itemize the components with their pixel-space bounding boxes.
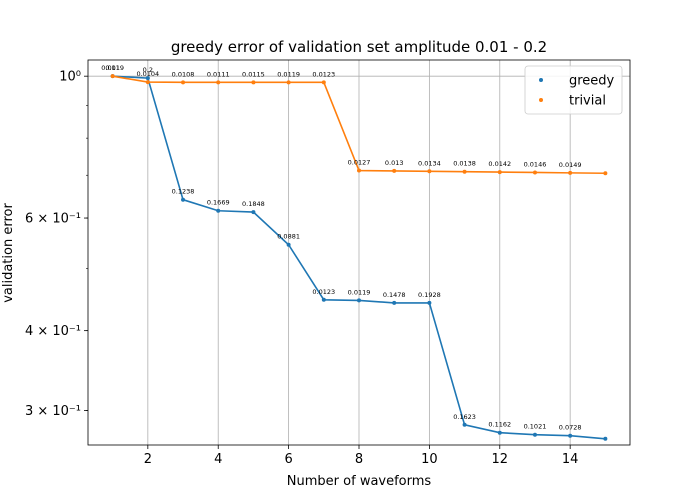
data-point-greedy: [216, 208, 221, 213]
data-label-greedy: 0.1162: [488, 421, 511, 429]
y-tick-label: 10⁰: [59, 70, 81, 85]
data-label-trivial: 0.0123: [312, 70, 335, 78]
x-tick-label: 2: [144, 452, 152, 467]
data-label-trivial: 0.0115: [242, 70, 265, 78]
x-tick-label: 14: [562, 452, 579, 467]
data-point-trivial: [110, 74, 115, 79]
data-label-trivial: 0.0149: [559, 161, 582, 169]
data-label-greedy: 0.1478: [383, 291, 406, 299]
data-point-greedy: [392, 300, 397, 305]
data-point-greedy: [145, 76, 150, 81]
legend-box: [524, 65, 623, 115]
data-point-trivial: [286, 80, 291, 85]
data-label-greedy: 0.0123: [312, 288, 335, 296]
axes-frame: [87, 59, 631, 446]
data-label-greedy: 0.2: [143, 66, 153, 74]
data-label-greedy: 0.1238: [172, 188, 195, 196]
legend-label-greedy: greedy: [569, 74, 615, 89]
data-label-greedy: 0.0728: [559, 424, 582, 432]
data-label-trivial: 0.0119: [277, 70, 300, 78]
data-label-greedy: 0.1021: [524, 423, 547, 431]
data-label-trivial: 0.0119: [101, 64, 124, 72]
data-point-greedy: [532, 432, 537, 437]
data-point-trivial: [181, 80, 186, 85]
data-label-trivial: 0.0108: [172, 70, 195, 78]
data-point-greedy: [497, 430, 502, 435]
legend-marker-trivial: [539, 98, 543, 102]
x-tick-label: 4: [214, 452, 222, 467]
data-label-trivial: 0.0142: [488, 160, 511, 168]
data-label-greedy: 0.1669: [207, 199, 230, 207]
data-point-greedy: [603, 436, 608, 441]
x-axis-label: Number of waveforms: [287, 474, 432, 489]
data-label-trivial: 0.0146: [524, 160, 547, 168]
data-point-trivial: [251, 80, 256, 85]
data-label-trivial: 0.0138: [453, 160, 476, 168]
data-point-trivial: [357, 168, 361, 173]
data-point-greedy: [321, 297, 326, 302]
data-point-trivial: [462, 169, 467, 174]
x-tick-label: 6: [284, 452, 292, 467]
data-point-greedy: [251, 210, 256, 215]
legend: greedy trivial: [524, 65, 623, 115]
data-label-greedy: 0.01: [105, 64, 119, 72]
y-tick-label: 4 × 10⁻¹: [25, 324, 81, 339]
legend-marker-greedy: [539, 78, 543, 82]
data-point-greedy: [462, 422, 467, 427]
data-label-greedy: 0.1848: [242, 200, 265, 208]
data-label-trivial: 0.013: [385, 159, 404, 167]
data-label-greedy: 0.0881: [277, 233, 300, 241]
data-label-trivial: 0.0104: [136, 70, 159, 78]
x-tick-label: 10: [421, 452, 438, 467]
y-tick-label: 3 × 10⁻¹: [25, 404, 81, 419]
data-label-trivial: 0.0134: [418, 159, 441, 167]
data-point-greedy: [568, 433, 573, 438]
data-point-trivial: [497, 170, 502, 175]
data-point-trivial: [427, 169, 432, 174]
data-point-trivial: [568, 170, 573, 175]
data-point-trivial: [321, 80, 326, 85]
data-point-trivial: [603, 171, 608, 176]
legend-label-trivial: trivial: [569, 94, 606, 109]
data-label-greedy: 0.1928: [418, 291, 441, 299]
x-tick-label: 8: [355, 452, 363, 467]
data-label-trivial: 0.0127: [348, 159, 371, 167]
y-tick-label: 6 × 10⁻¹: [25, 212, 81, 227]
data-point-trivial: [145, 80, 150, 85]
data-label-greedy: 0.0119: [348, 288, 371, 296]
data-point-greedy: [427, 300, 432, 305]
x-tick-label: 12: [492, 452, 509, 467]
data-point-greedy: [181, 197, 186, 202]
data-point-trivial: [532, 170, 537, 175]
chart-title: greedy error of validation set amplitude…: [171, 38, 547, 56]
data-point-greedy: [286, 242, 291, 247]
data-label-greedy: 0.1623: [453, 413, 476, 421]
data-point-trivial: [392, 168, 397, 173]
y-axis-label: validation error: [1, 203, 16, 303]
data-label-trivial: 0.0111: [207, 70, 230, 78]
data-point-trivial: [216, 80, 221, 85]
data-point-greedy: [357, 298, 361, 303]
